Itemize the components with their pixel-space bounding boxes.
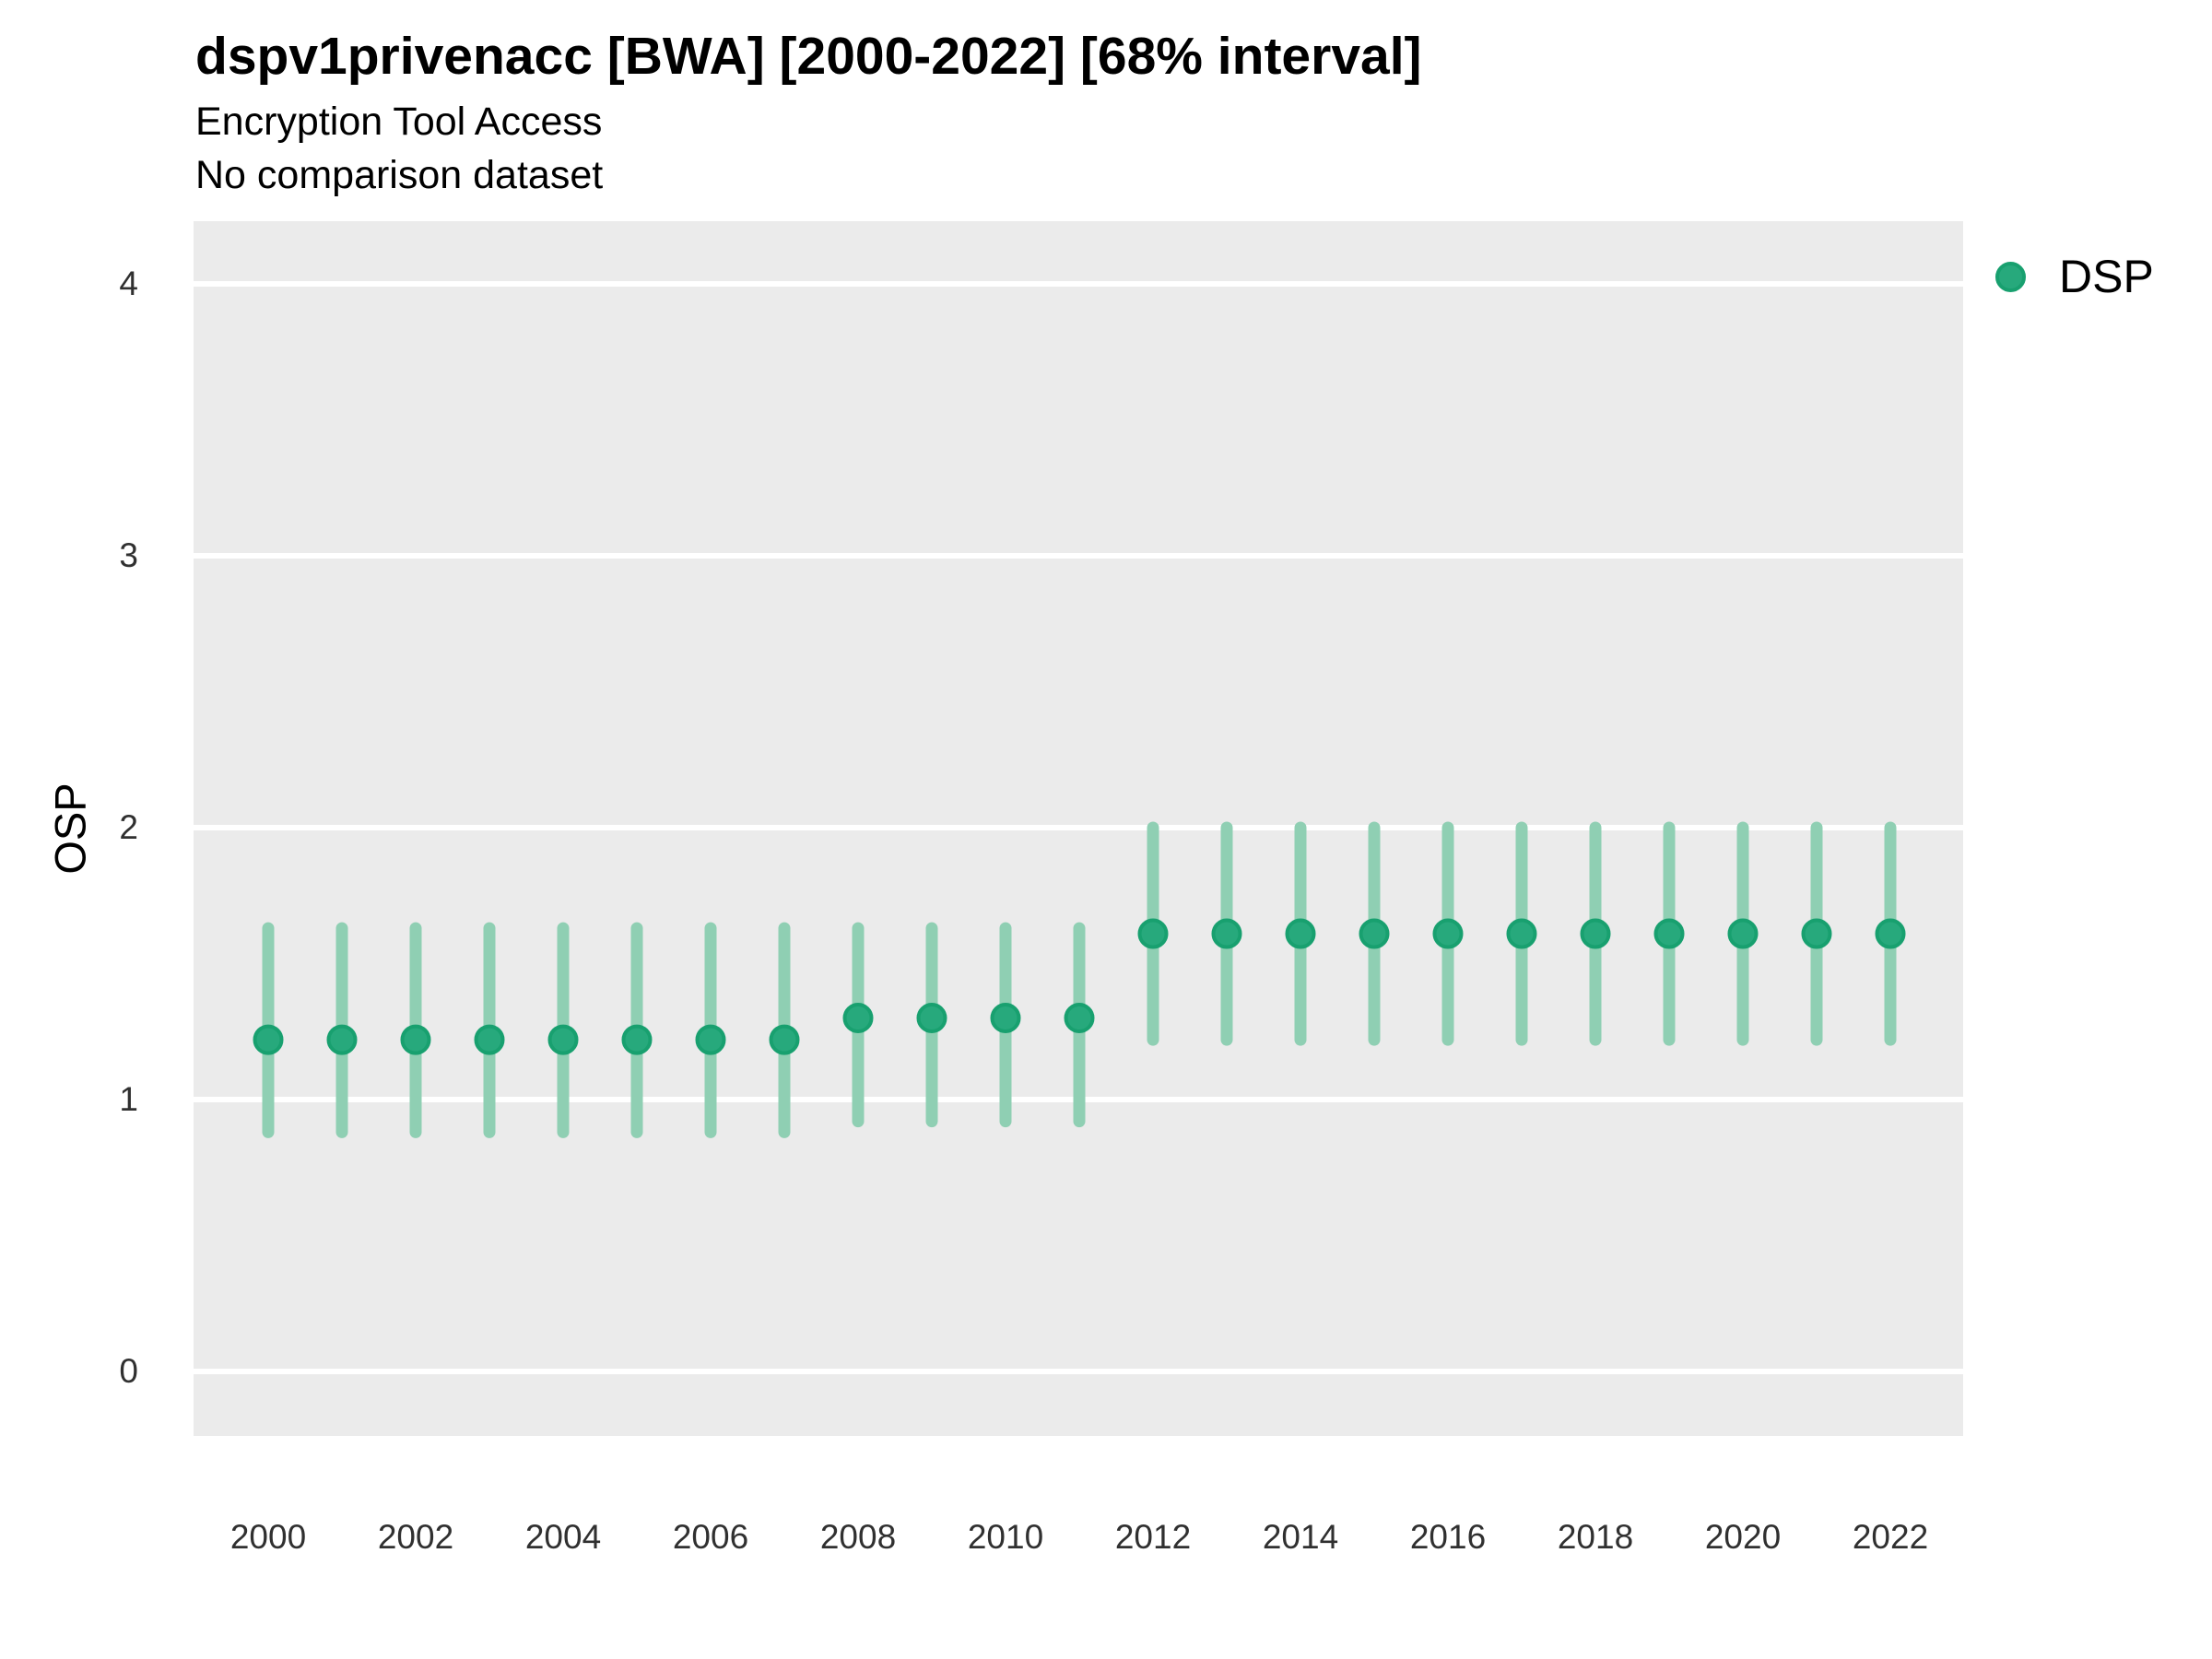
x-tick-label-2012: 2012 <box>1114 1518 1192 1556</box>
point-2016 <box>1432 918 1464 949</box>
x-tick-label-2014: 2014 <box>1262 1518 1339 1556</box>
chart-note: No comparison dataset <box>195 153 604 197</box>
point-2010 <box>990 1003 1021 1033</box>
gridline-y-3 <box>194 553 1963 559</box>
point-2000 <box>253 1024 284 1055</box>
point-2013 <box>1211 918 1242 949</box>
x-tick-label-2020: 2020 <box>1704 1518 1782 1556</box>
point-2019 <box>1653 918 1685 949</box>
point-2022 <box>1875 918 1906 949</box>
x-tick-label-2022: 2022 <box>1852 1518 1929 1556</box>
x-tick-label-2010: 2010 <box>967 1518 1044 1556</box>
y-tick-label-1: 1 <box>119 1080 138 1118</box>
x-tick-label-2016: 2016 <box>1409 1518 1487 1556</box>
point-2011 <box>1064 1003 1095 1033</box>
point-2007 <box>769 1024 800 1055</box>
point-2008 <box>842 1003 874 1033</box>
legend-dsp-label: DSP <box>2059 251 2154 302</box>
x-tick-label-2000: 2000 <box>229 1518 307 1556</box>
chart-title: dspv1privenacc [BWA] [2000-2022] [68% in… <box>195 27 1422 86</box>
point-2002 <box>400 1024 431 1055</box>
y-tick-label-2: 2 <box>119 808 138 846</box>
x-tick-label-2004: 2004 <box>524 1518 602 1556</box>
plot-panel <box>194 221 1963 1436</box>
x-tick-label-2018: 2018 <box>1557 1518 1634 1556</box>
x-tick-label-2002: 2002 <box>377 1518 454 1556</box>
gridline-y-4 <box>194 281 1963 287</box>
point-2005 <box>621 1024 653 1055</box>
data-layer <box>253 821 1906 1138</box>
point-2009 <box>916 1003 947 1033</box>
y-tick-label-3: 3 <box>119 536 138 574</box>
point-2004 <box>547 1024 579 1055</box>
chart-subtitle: Encryption Tool Access <box>195 100 603 144</box>
gridline-y-2 <box>194 825 1963 830</box>
y-tick-label-4: 4 <box>119 265 138 302</box>
point-2001 <box>326 1024 358 1055</box>
point-2012 <box>1137 918 1169 949</box>
legend: DSP <box>1995 251 2154 302</box>
point-2015 <box>1359 918 1390 949</box>
point-2018 <box>1580 918 1611 949</box>
point-2014 <box>1285 918 1316 949</box>
point-2017 <box>1506 918 1537 949</box>
x-tick-label-2008: 2008 <box>819 1518 897 1556</box>
point-2003 <box>474 1024 505 1055</box>
x-tick-label-2006: 2006 <box>672 1518 749 1556</box>
gridline-y-0 <box>194 1369 1963 1374</box>
point-2020 <box>1727 918 1759 949</box>
point-2021 <box>1801 918 1832 949</box>
y-tick-label-0: 0 <box>119 1352 138 1390</box>
legend-dsp-circle-icon <box>1995 261 2026 292</box>
point-2006 <box>695 1024 726 1055</box>
